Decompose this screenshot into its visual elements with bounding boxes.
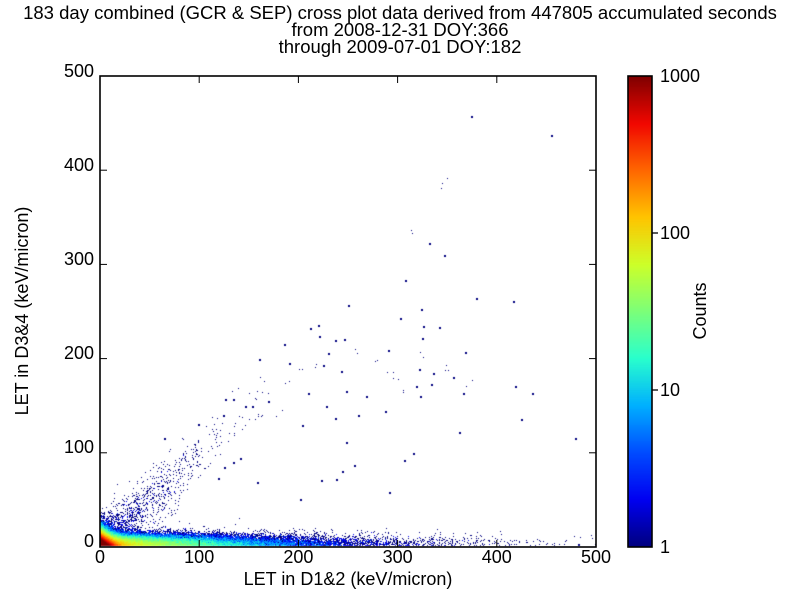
svg-text:LET in D3&4 (keV/micron): LET in D3&4 (keV/micron) — [12, 207, 32, 416]
svg-text:200: 200 — [64, 343, 94, 363]
svg-text:1: 1 — [660, 537, 670, 557]
svg-text:0: 0 — [84, 531, 94, 551]
svg-text:100: 100 — [64, 437, 94, 457]
svg-text:100: 100 — [184, 547, 214, 567]
svg-text:500: 500 — [64, 61, 94, 81]
svg-text:100: 100 — [660, 223, 690, 243]
svg-text:400: 400 — [482, 547, 512, 567]
svg-text:LET in D1&2 (keV/micron): LET in D1&2 (keV/micron) — [244, 569, 453, 589]
svg-text:200: 200 — [283, 547, 313, 567]
svg-text:300: 300 — [64, 249, 94, 269]
svg-text:1000: 1000 — [660, 66, 700, 86]
svg-text:Counts: Counts — [690, 282, 710, 339]
svg-text:10: 10 — [660, 380, 680, 400]
svg-text:300: 300 — [383, 547, 413, 567]
svg-text:400: 400 — [64, 155, 94, 175]
svg-text:500: 500 — [581, 547, 611, 567]
svg-text:0: 0 — [95, 547, 105, 567]
